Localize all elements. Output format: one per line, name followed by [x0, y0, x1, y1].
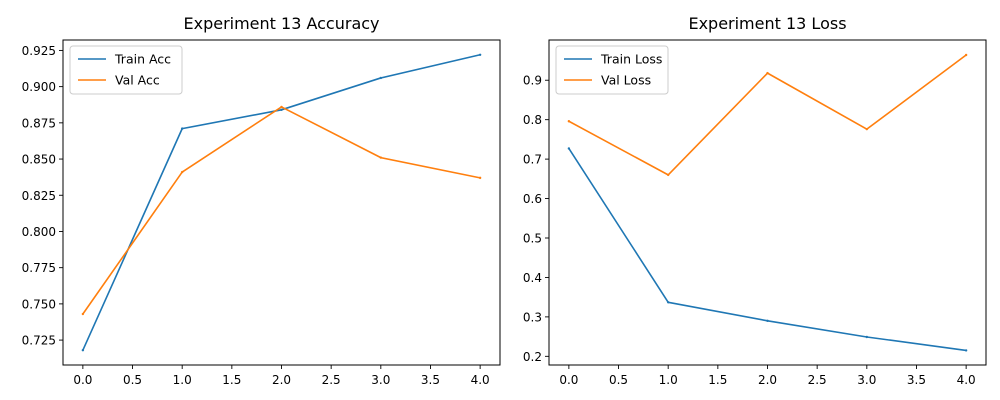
legend-label: Val Loss: [601, 73, 651, 88]
data-point: [379, 156, 383, 159]
data-point: [81, 349, 85, 352]
data-point: [964, 53, 968, 57]
x-tick-label: 0.0: [73, 373, 92, 387]
axes-frame: [62, 39, 501, 366]
y-tick-label: 0.7: [523, 153, 542, 167]
data-point: [478, 53, 482, 56]
y-tick-label: 0.750: [22, 297, 56, 311]
y-tick-label: 0.925: [22, 44, 56, 58]
x-tick-label: 1.0: [173, 373, 192, 387]
axes-frame: [548, 39, 987, 366]
data-point: [766, 71, 769, 75]
data-point: [766, 319, 769, 323]
x-tick-label: 1.5: [222, 373, 241, 387]
data-point: [280, 108, 283, 112]
data-point: [666, 301, 670, 304]
data-point: [280, 105, 283, 109]
x-tick-label: 0.5: [123, 373, 142, 387]
y-tick-label: 0.800: [22, 225, 56, 239]
y-tick-label: 0.5: [523, 231, 542, 245]
chart-title: Experiment 13 Accuracy: [183, 14, 379, 33]
x-tick-label: 2.5: [808, 373, 827, 387]
data-point: [379, 76, 383, 80]
data-point: [666, 173, 670, 177]
x-tick-label: 3.5: [421, 373, 440, 387]
y-tick-label: 0.2: [523, 350, 542, 364]
x-tick-label: 0.0: [559, 373, 578, 387]
x-tick-label: 2.0: [758, 373, 777, 387]
series-line-train-acc: [82, 53, 481, 351]
y-tick-label: 0.8: [523, 113, 542, 127]
data-point: [478, 176, 482, 180]
data-point: [81, 312, 85, 316]
x-tick-label: 1.0: [659, 373, 678, 387]
data-point: [567, 120, 571, 123]
chart-1: Experiment 13 Loss 0.0 0.5 1.0 1.5 2.0 2.5 3.0 3…: [523, 14, 987, 387]
y-tick-label: 0.775: [22, 261, 56, 275]
chart-title: Experiment 13 Loss: [688, 14, 846, 33]
data-point: [964, 349, 968, 352]
data-point: [180, 127, 184, 130]
y-tick-label: 0.4: [523, 271, 542, 285]
x-tick-label: 0.5: [609, 373, 628, 387]
y-tick-label: 0.725: [22, 334, 56, 348]
data-point: [865, 127, 869, 131]
y-tick-label: 0.6: [523, 192, 542, 206]
data-point: [180, 170, 184, 174]
y-tick-label: 0.875: [22, 116, 56, 130]
x-tick-label: 2.0: [272, 373, 291, 387]
y-tick-label: 0.3: [523, 310, 542, 324]
y-tick-label: 0.9: [523, 74, 542, 88]
x-tick-label: 4.0: [471, 373, 490, 387]
legend-label: Val Acc: [115, 73, 160, 88]
x-tick-label: 3.0: [857, 373, 876, 387]
x-tick-label: 4.0: [957, 373, 976, 387]
x-tick-label: 3.0: [371, 373, 390, 387]
legend-label: Train Loss: [600, 52, 662, 67]
y-tick-label: 0.900: [22, 80, 56, 94]
legend: Train Acc Val Acc: [69, 45, 183, 95]
legend-label: Train Acc: [114, 52, 171, 67]
legend-box: [69, 45, 183, 95]
legend-box: [555, 45, 669, 95]
legend: Train Loss Val Loss: [555, 45, 669, 95]
chart-0: Experiment 13 Accuracy 0.0 0.5 1.0 1.5 2.0 2.5…: [22, 14, 501, 387]
data-point: [865, 335, 869, 339]
y-tick-label: 0.850: [22, 153, 56, 167]
x-tick-label: 1.5: [708, 373, 727, 387]
x-tick-label: 3.5: [907, 373, 926, 387]
data-point: [567, 147, 571, 150]
x-tick-label: 2.5: [322, 373, 341, 387]
series-line-val-acc: [82, 106, 481, 315]
y-tick-label: 0.825: [22, 189, 56, 203]
